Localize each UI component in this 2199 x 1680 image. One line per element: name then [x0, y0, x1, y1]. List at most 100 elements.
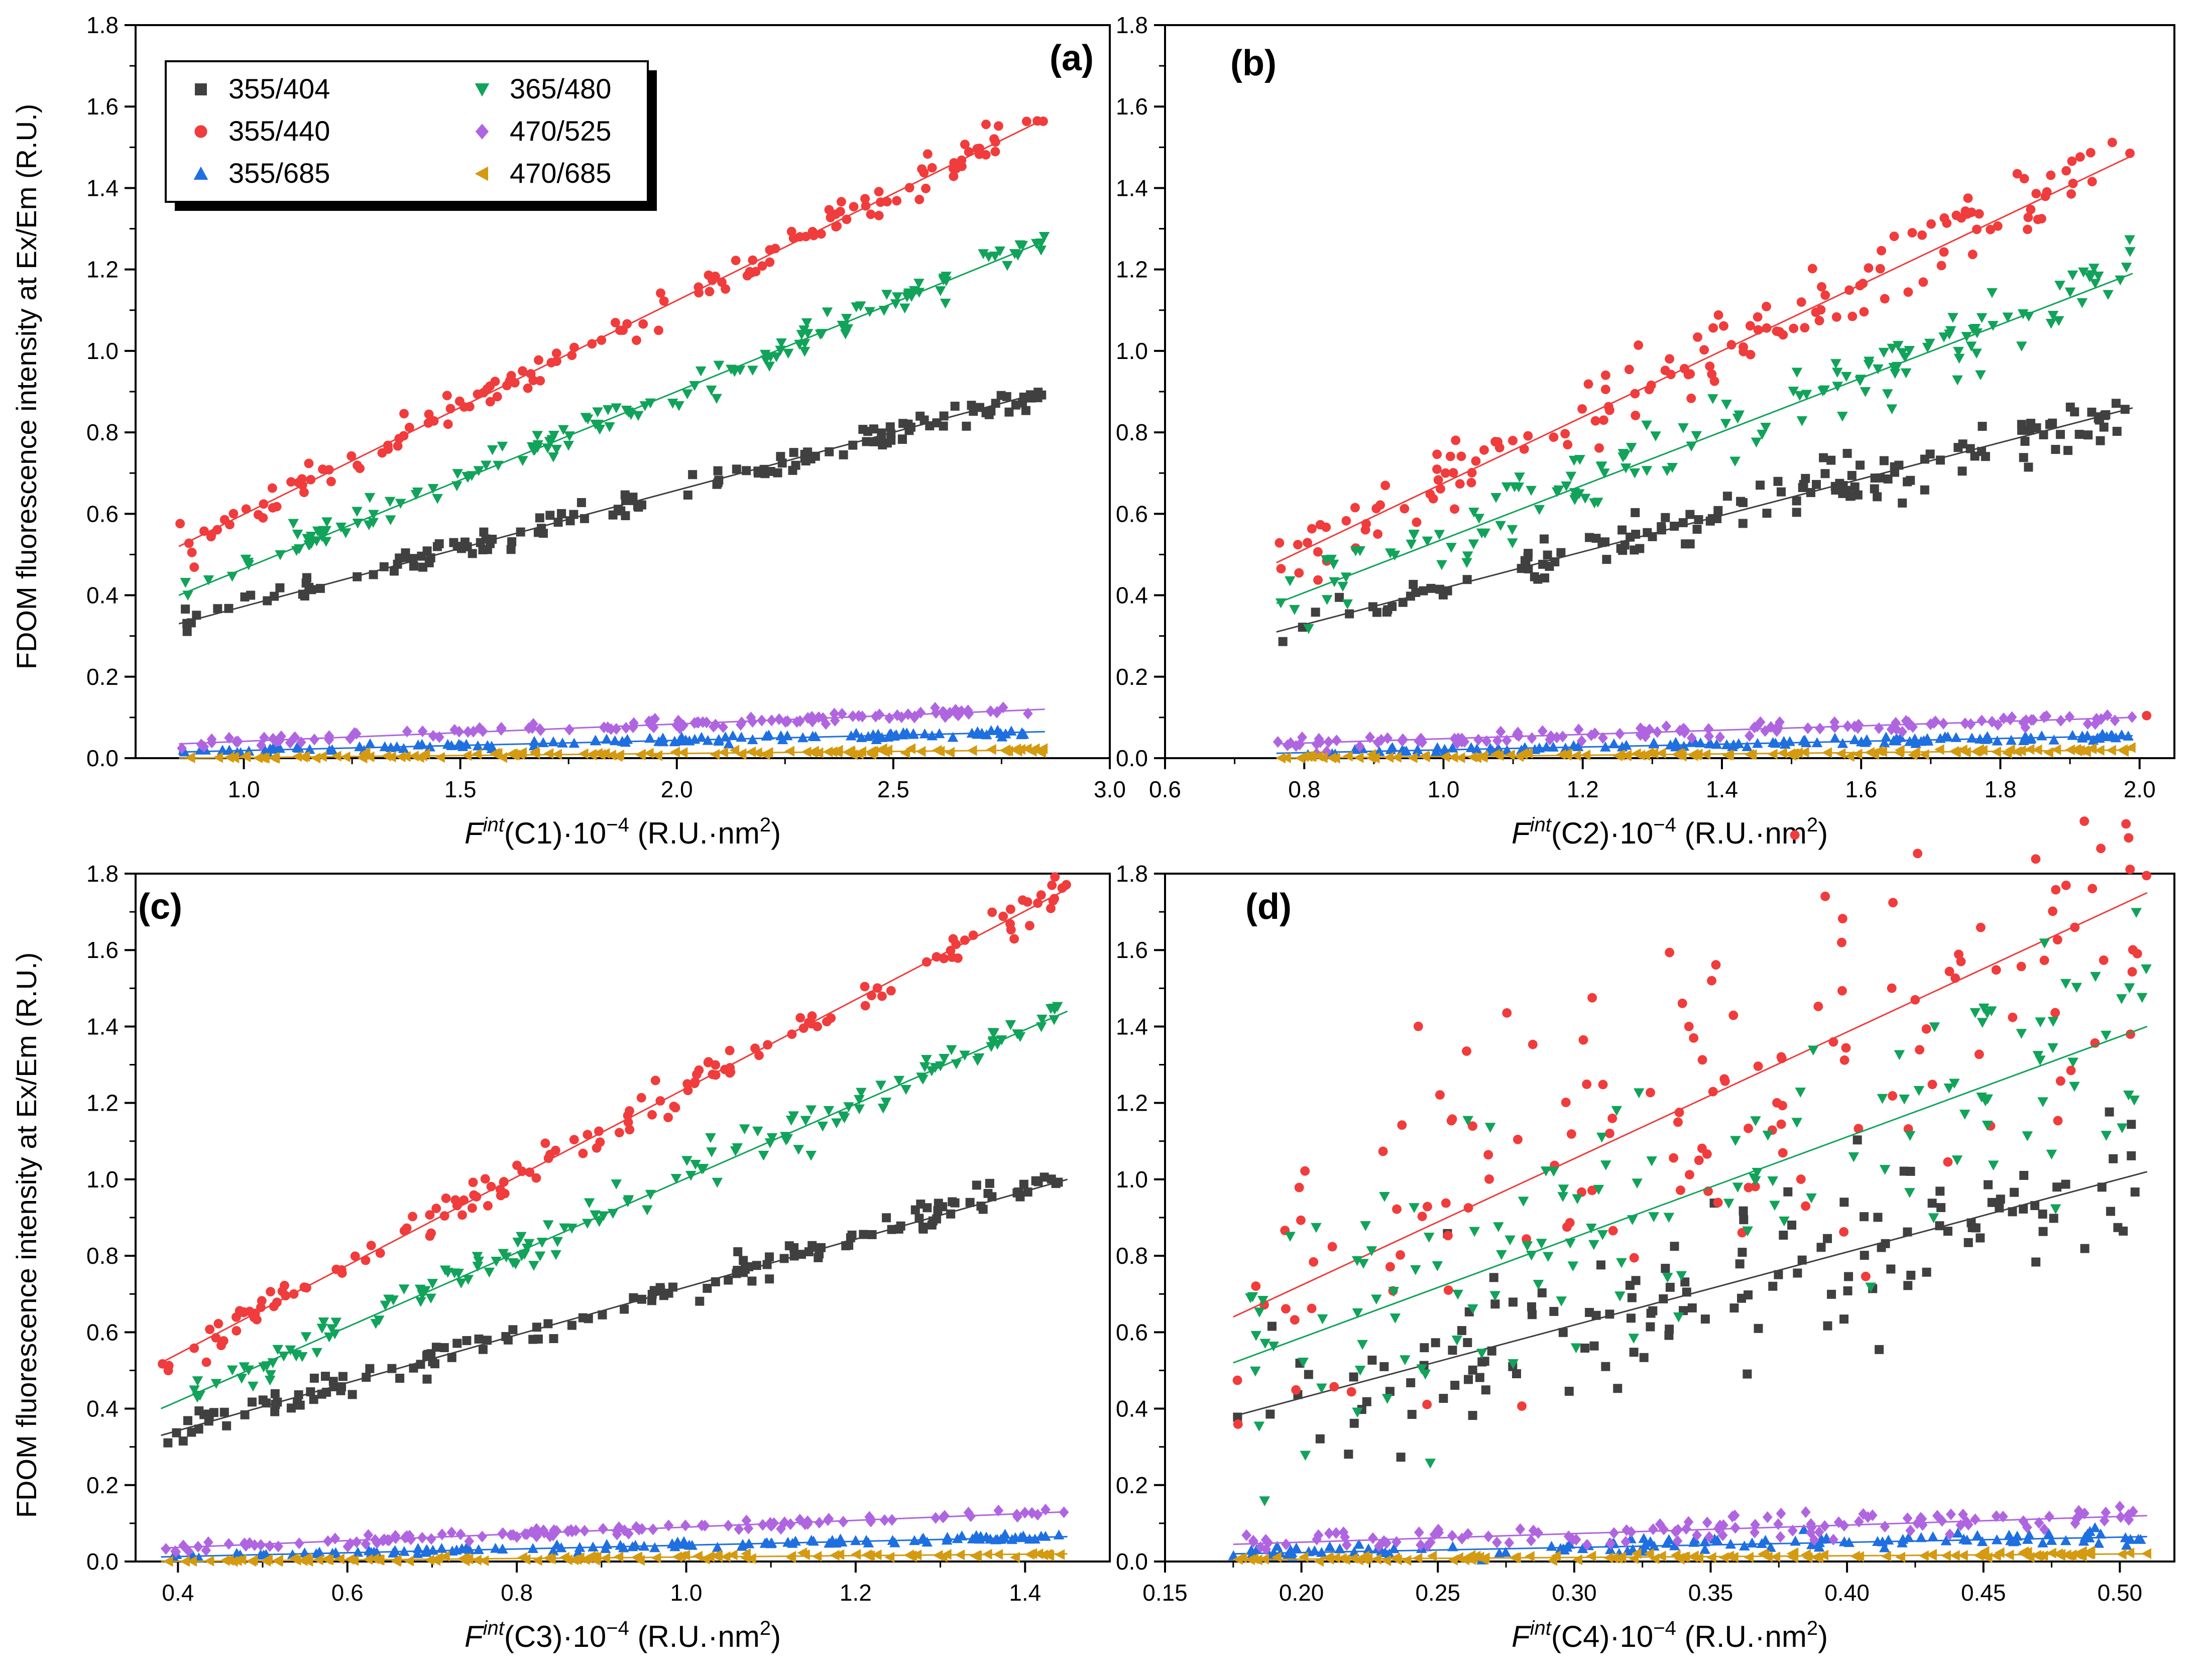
data-point: [1894, 1050, 1905, 1060]
data-point: [1487, 1346, 1496, 1356]
data-point: [557, 509, 566, 519]
y-tick-label: 1.0: [86, 338, 119, 364]
data-point: [2060, 979, 2071, 989]
data-point: [2079, 816, 2090, 826]
data-point: [1848, 1152, 1860, 1162]
data-point: [1820, 469, 1830, 478]
data-point: [1011, 743, 1021, 755]
data-point: [1930, 715, 1941, 728]
data-point: [1817, 282, 1826, 292]
data-point: [213, 1318, 223, 1329]
data-point: [972, 1180, 981, 1190]
data-point: [677, 747, 688, 758]
data-point: [604, 422, 615, 432]
data-point: [2036, 730, 2047, 741]
data-point: [849, 202, 859, 212]
data-point: [316, 1324, 328, 1334]
data-point: [1551, 487, 1563, 498]
data-point: [418, 562, 428, 572]
data-point: [1645, 1536, 1656, 1546]
fit-line: [161, 1511, 1068, 1549]
data-point: [1974, 1049, 1984, 1059]
data-point: [2123, 1091, 2134, 1101]
data-point: [1860, 1251, 1869, 1260]
data-point: [602, 405, 614, 415]
data-point: [1005, 919, 1015, 929]
data-point: [508, 1325, 518, 1335]
data-point: [1527, 732, 1537, 744]
data-point: [1589, 1341, 1599, 1351]
series-355-685: [178, 725, 1045, 758]
data-point: [472, 1262, 483, 1272]
data-point: [1046, 903, 1056, 913]
data-point: [1595, 462, 1607, 472]
data-point: [692, 1069, 702, 1079]
data-point: [1557, 1192, 1569, 1203]
data-point: [1504, 1537, 1515, 1549]
data-point: [709, 721, 719, 733]
data-point: [646, 715, 657, 728]
data-point: [1778, 1101, 1787, 1111]
data-point: [2121, 1539, 2132, 1550]
data-point: [1294, 568, 1304, 578]
data-point: [1459, 736, 1470, 748]
x-tick-label: 2.5: [877, 776, 909, 802]
data-point: [537, 737, 549, 748]
data-point: [866, 209, 876, 219]
data-point: [1390, 1313, 1401, 1324]
data-point: [1247, 1292, 1258, 1302]
data-point: [273, 1540, 284, 1552]
data-point: [2075, 152, 2085, 162]
data-point: [583, 1130, 593, 1140]
legend-marker-355-685: [193, 166, 208, 180]
data-point: [326, 1324, 337, 1335]
data-point: [203, 575, 214, 585]
data-point: [425, 1210, 435, 1220]
y-tick-label: 1.4: [86, 175, 119, 201]
x-tick-label: 1.0: [1428, 776, 1460, 802]
data-point: [867, 991, 876, 1001]
data-point: [829, 707, 840, 720]
data-point: [1546, 1540, 1557, 1551]
data-point: [457, 1210, 467, 1220]
x-tick-label: 1.8: [1984, 776, 2016, 802]
data-point: [2131, 908, 2142, 918]
data-point: [1719, 1074, 1729, 1084]
y-tick-label: 0.2: [86, 1472, 119, 1498]
data-point: [1596, 1260, 1606, 1270]
data-point: [1534, 505, 1545, 515]
data-point: [408, 1212, 417, 1222]
data-point: [383, 444, 393, 454]
data-point: [1847, 311, 1858, 321]
data-point: [788, 1111, 799, 1122]
legend-marker-365-480: [475, 83, 490, 97]
data-point: [680, 1549, 690, 1561]
data-point: [246, 590, 256, 600]
data-point: [1697, 1055, 1707, 1065]
data-point: [366, 1241, 376, 1251]
fit-line: [1233, 1536, 2147, 1555]
data-point: [899, 303, 910, 314]
data-point: [1523, 431, 1533, 441]
data-point: [318, 526, 329, 536]
data-point: [2049, 1214, 2058, 1223]
data-point: [2047, 1043, 2058, 1053]
data-point: [1739, 342, 1749, 352]
data-point: [594, 1126, 604, 1136]
data-point: [1573, 724, 1584, 736]
data-point: [2127, 1120, 2136, 1129]
data-point: [1888, 1091, 1898, 1101]
data-point: [1747, 1537, 1758, 1548]
data-point: [1513, 1134, 1523, 1144]
data-point: [594, 1217, 605, 1227]
data-point: [703, 1057, 713, 1067]
data-point: [1304, 1370, 1313, 1379]
data-point: [1406, 539, 1417, 550]
data-point: [1272, 736, 1283, 748]
data-point: [363, 520, 375, 531]
data-point: [1512, 1369, 1522, 1378]
data-point: [548, 452, 559, 462]
data-point: [1745, 321, 1755, 331]
data-point: [726, 1067, 736, 1077]
data-point: [1372, 608, 1381, 617]
